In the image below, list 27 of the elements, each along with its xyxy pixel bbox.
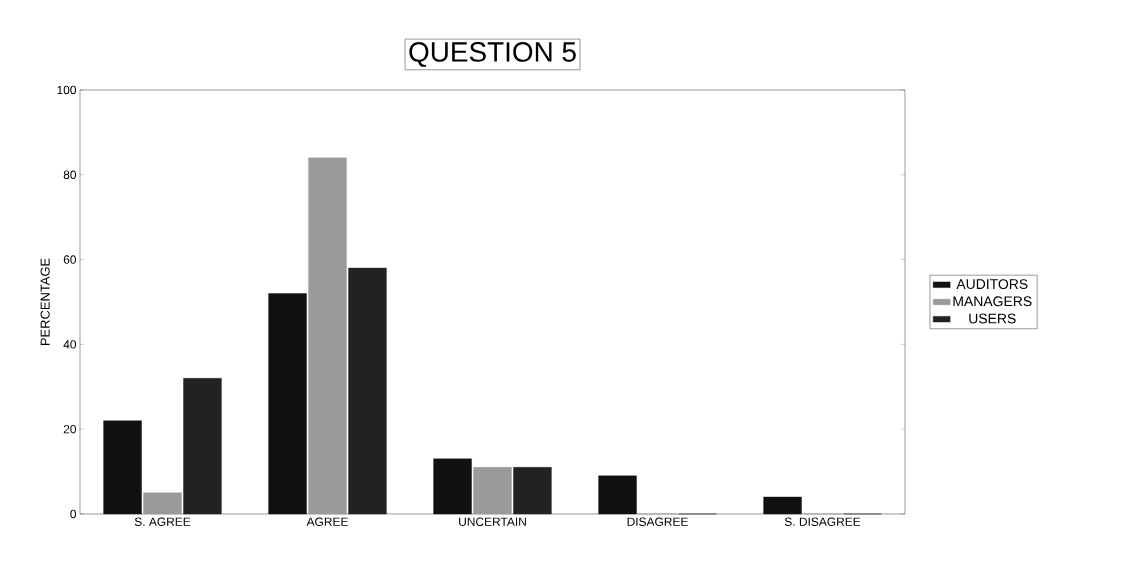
x-tick-label: UNCERTAIN xyxy=(459,517,526,526)
x-tick-label: DISAGREE xyxy=(627,517,688,526)
bar xyxy=(103,420,142,515)
bar xyxy=(183,378,222,515)
bar xyxy=(308,157,347,515)
y-tick-label: 20 xyxy=(63,424,77,434)
bar xyxy=(763,496,802,515)
y-tick-label: 100 xyxy=(57,85,77,95)
bar xyxy=(473,467,512,515)
bar xyxy=(433,458,472,515)
x-tick-label: S. AGREE xyxy=(134,517,191,526)
legend-label: AUDITORS xyxy=(956,279,1028,290)
y-tick-label: 80 xyxy=(63,170,77,180)
x-tick-label: S. DISAGREE xyxy=(784,517,861,526)
legend-label: MANAGERS xyxy=(953,296,1032,307)
chart-title: QUESTION 5 xyxy=(409,42,576,67)
bar xyxy=(348,267,387,515)
bar xyxy=(268,293,307,515)
bar xyxy=(598,475,637,515)
y-axis-title: PERCENTAGE xyxy=(40,258,50,346)
y-tick-label: 40 xyxy=(63,340,77,349)
bar xyxy=(143,492,182,515)
x-tick-label: AGREE xyxy=(306,517,348,526)
y-tick-label: 60 xyxy=(63,255,77,264)
legend-label: USERS xyxy=(969,313,1016,324)
y-tick-label: 0 xyxy=(70,509,77,519)
bar xyxy=(513,467,552,515)
